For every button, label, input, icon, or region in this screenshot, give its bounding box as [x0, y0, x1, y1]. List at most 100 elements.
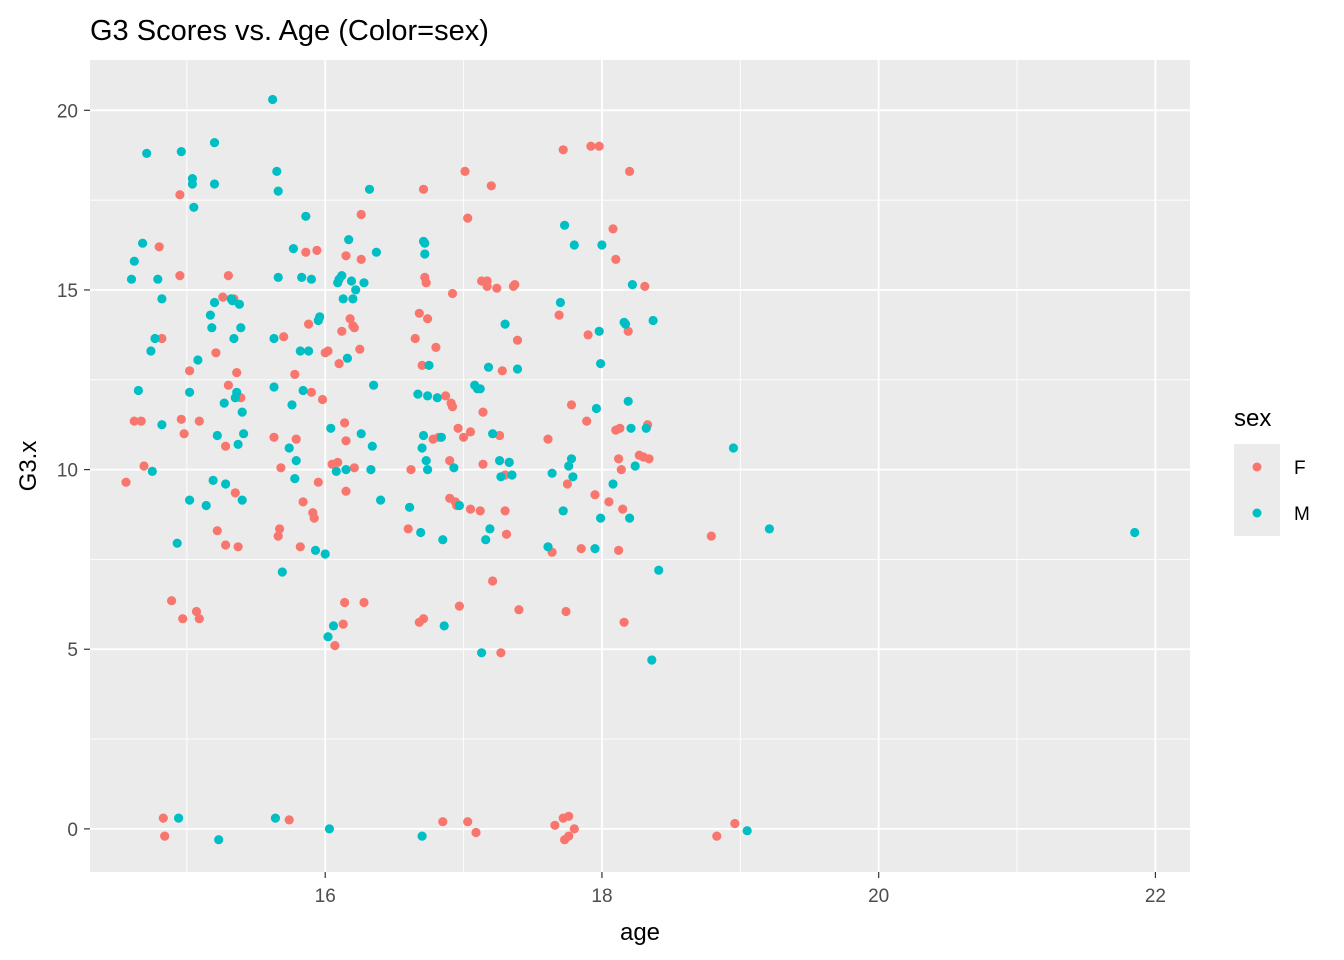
grid-major: [90, 60, 1190, 872]
point-m: [564, 461, 574, 471]
point-f: [454, 601, 464, 611]
point-m: [273, 272, 283, 282]
point-m: [405, 502, 415, 512]
point-f: [223, 380, 233, 390]
point-m: [594, 326, 604, 336]
point-f: [730, 818, 740, 829]
point-m: [234, 299, 244, 309]
point-m: [209, 138, 220, 148]
point-m: [438, 535, 448, 545]
point-m: [212, 430, 222, 441]
x-tick-label: 22: [1145, 886, 1166, 907]
point-f: [561, 606, 571, 617]
point-m: [648, 315, 658, 326]
point-f: [564, 831, 574, 841]
point-m: [295, 346, 305, 356]
point-f: [478, 459, 488, 469]
point-m: [371, 247, 381, 257]
point-m: [543, 542, 553, 552]
point-f: [223, 271, 233, 281]
point-m: [273, 186, 283, 196]
point-m: [176, 147, 186, 157]
point-f: [349, 463, 359, 473]
point-f: [644, 454, 654, 464]
point-m: [207, 323, 217, 333]
point-m: [237, 495, 247, 505]
point-m: [630, 461, 640, 471]
point-f: [465, 504, 476, 514]
point-f: [423, 314, 433, 324]
point-m: [623, 396, 633, 406]
point-m: [351, 285, 361, 295]
point-f: [564, 811, 574, 821]
point-f: [418, 184, 429, 194]
point-f: [706, 531, 716, 541]
point-f: [615, 423, 625, 433]
point-m: [146, 346, 156, 356]
point-m: [205, 310, 215, 320]
point-m: [1130, 527, 1140, 538]
point-m: [193, 355, 203, 365]
point-f: [306, 387, 316, 397]
point-f: [618, 504, 628, 514]
point-m: [342, 353, 352, 363]
point-f: [594, 141, 604, 151]
point-m: [620, 319, 631, 329]
point-f: [338, 619, 348, 629]
legend-label-f: F: [1294, 458, 1306, 479]
point-m: [344, 235, 354, 245]
point-f: [608, 224, 618, 234]
point-m: [376, 495, 386, 505]
point-m: [337, 271, 347, 281]
grid-minor: [90, 60, 1190, 872]
point-f: [194, 614, 204, 624]
point-f: [175, 271, 185, 281]
point-f: [414, 308, 424, 318]
point-m: [157, 420, 167, 430]
point-m: [331, 466, 341, 476]
point-f: [445, 456, 455, 466]
point-m: [483, 362, 494, 372]
point-f: [304, 319, 314, 329]
point-m: [185, 387, 195, 397]
point-f: [175, 190, 185, 200]
point-m: [133, 385, 143, 396]
y-tick-label: 15: [57, 281, 78, 302]
point-m: [367, 441, 377, 451]
point-f: [614, 545, 624, 556]
point-f: [478, 407, 488, 417]
point-f: [317, 394, 328, 405]
point-f: [185, 366, 195, 376]
point-m: [742, 826, 752, 836]
point-m: [277, 567, 287, 577]
point-f: [566, 400, 577, 410]
point-m: [227, 296, 238, 306]
point-f: [604, 497, 614, 507]
point-f: [421, 278, 431, 288]
point-m: [187, 179, 197, 189]
point-f: [486, 181, 496, 191]
point-f: [323, 346, 333, 356]
point-f: [269, 432, 279, 442]
plot-panel: [90, 60, 1190, 872]
point-f: [460, 166, 470, 176]
point-m: [221, 479, 231, 489]
point-m: [641, 423, 651, 433]
point-f: [482, 281, 492, 291]
point-m: [185, 495, 195, 505]
point-m: [449, 463, 459, 473]
point-m: [436, 432, 446, 442]
point-f: [512, 335, 523, 345]
point-m: [627, 280, 638, 290]
point-f: [625, 166, 635, 176]
point-m: [236, 323, 246, 333]
point-f: [463, 817, 473, 827]
point-f: [295, 542, 305, 552]
point-f: [586, 141, 596, 151]
point-f: [212, 526, 222, 536]
legend-title: sex: [1234, 405, 1271, 432]
point-m: [420, 238, 430, 248]
point-m: [304, 346, 314, 356]
y-tick-label: 10: [57, 461, 78, 482]
